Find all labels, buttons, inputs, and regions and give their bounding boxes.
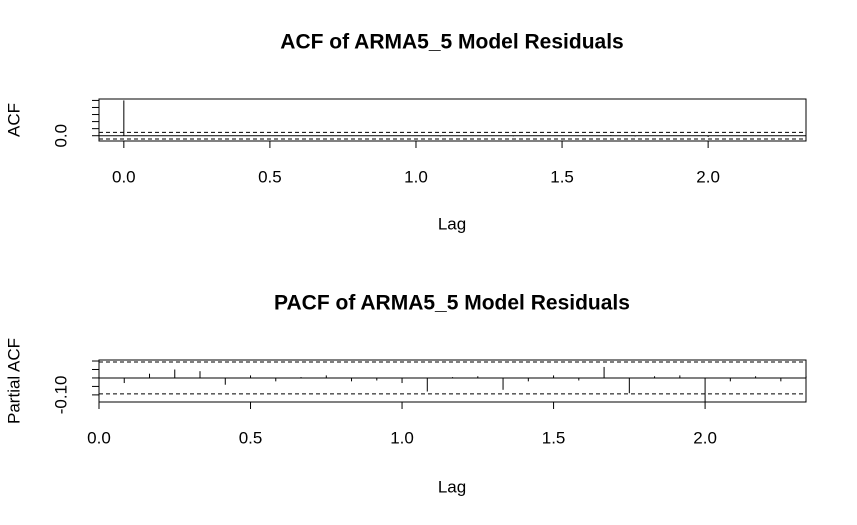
x-tick-label: 1.5	[542, 428, 566, 447]
y-tick-label: 0.0	[51, 124, 70, 148]
x-tick-label: 2.0	[696, 167, 720, 186]
x-tick-label: 2.0	[693, 428, 717, 447]
x-tick-label: 0.0	[87, 428, 111, 447]
chart-title: PACF of ARMA5_5 Model Residuals	[274, 292, 630, 315]
chart-title: ACF of ARMA5_5 Model Residuals	[280, 31, 623, 54]
x-axis-label: Lag	[438, 214, 466, 233]
x-tick-label: 1.0	[404, 167, 428, 186]
x-tick-label: 0.5	[258, 167, 282, 186]
x-axis-label: Lag	[438, 477, 466, 496]
plot-frame	[98, 98, 807, 142]
x-tick-label: 1.0	[390, 428, 414, 447]
x-tick-label: 1.5	[550, 167, 574, 186]
x-tick-label: 0.0	[112, 167, 136, 186]
y-axis-label: Partial ACF	[4, 338, 23, 424]
y-axis-label: ACF	[4, 103, 23, 137]
y-tick-label: -0.10	[51, 376, 70, 415]
x-tick-label: 0.5	[239, 428, 263, 447]
plot-frame	[98, 359, 807, 403]
